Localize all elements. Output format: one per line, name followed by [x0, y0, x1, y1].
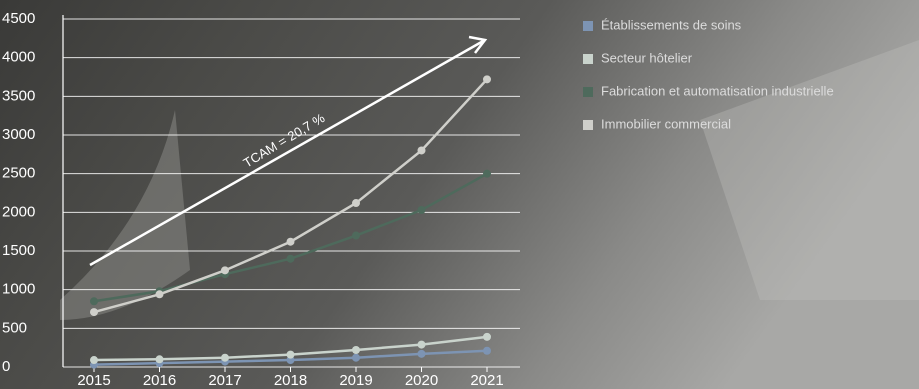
arrow-head: [468, 35, 488, 54]
point: [90, 356, 98, 365]
point: [352, 199, 360, 208]
point: [90, 308, 98, 317]
point: [352, 345, 360, 354]
point: [221, 353, 229, 362]
legend-swatch: [583, 87, 593, 97]
legend-label: Établissements de soins: [601, 17, 742, 32]
legend-swatch: [583, 54, 593, 64]
x-tick-label: 2020: [405, 372, 438, 389]
background-shape: [60, 110, 190, 320]
point: [417, 340, 426, 349]
point: [286, 350, 295, 359]
point: [483, 75, 491, 84]
point: [155, 355, 164, 364]
point: [286, 237, 295, 246]
x-tick-label: 2018: [274, 372, 307, 389]
point: [483, 332, 491, 341]
y-tick-label: 4000: [2, 49, 35, 66]
x-tick-label: 2016: [143, 372, 176, 389]
y-tick-label: 3000: [2, 126, 35, 143]
legend-swatch: [583, 21, 593, 31]
point: [483, 169, 491, 178]
legend-label: Immobilier commercial: [601, 116, 731, 131]
x-tick-label: 2021: [470, 372, 503, 389]
point: [417, 146, 426, 155]
point: [90, 297, 98, 306]
point: [417, 206, 426, 215]
legend-swatch: [583, 120, 593, 130]
y-tick-label: 4500: [2, 10, 35, 27]
y-tick-label: 1500: [2, 242, 35, 259]
legend-label: Fabrication et automatisation industriel…: [601, 83, 834, 98]
x-tick-label: 2017: [208, 372, 241, 389]
y-tick-label: 500: [2, 319, 27, 336]
point: [221, 266, 229, 275]
y-tick-label: 2000: [2, 203, 35, 220]
point: [352, 231, 360, 240]
y-tick-label: 0: [2, 358, 10, 375]
trend-arrow: [89, 38, 486, 267]
legend-label: Secteur hôtelier: [601, 50, 693, 65]
point: [352, 353, 360, 362]
point: [483, 346, 491, 355]
x-tick-label: 2015: [77, 372, 110, 389]
point: [155, 290, 164, 299]
point: [417, 349, 426, 358]
point: [286, 254, 295, 263]
y-tick-label: 3500: [2, 87, 35, 104]
y-tick-label: 2500: [2, 165, 35, 182]
background-shape: [700, 40, 919, 300]
x-tick-label: 2019: [339, 372, 372, 389]
y-tick-label: 1000: [2, 281, 35, 298]
